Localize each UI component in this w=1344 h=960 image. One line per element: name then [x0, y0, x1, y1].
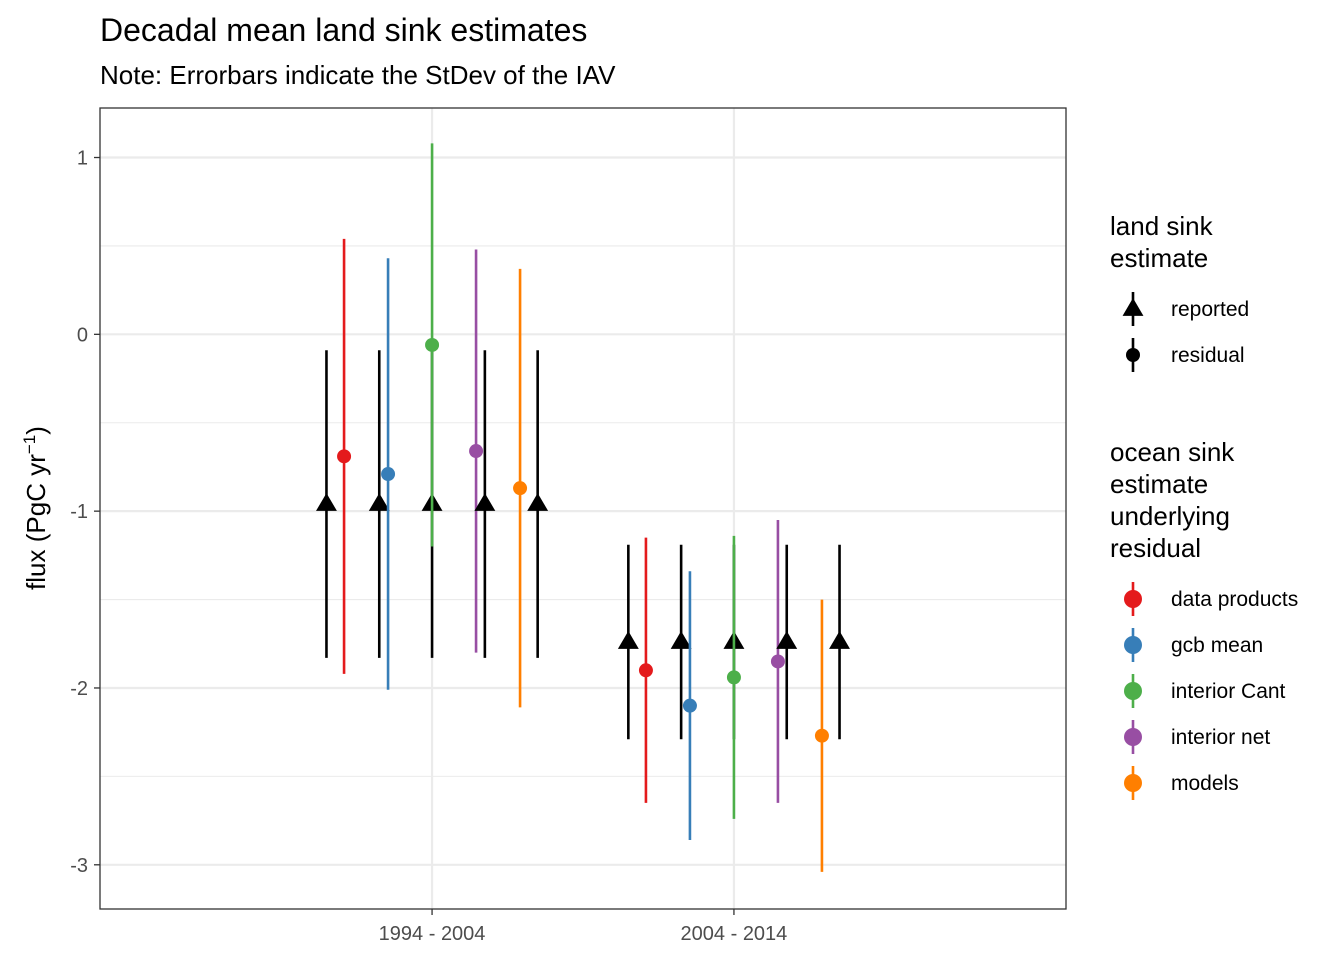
circle-marker	[469, 444, 484, 459]
circle-marker	[425, 337, 440, 352]
triangle-marker	[527, 493, 549, 511]
circle-marker	[682, 698, 697, 713]
legend-label: models	[1171, 772, 1239, 795]
triangle-marker	[1122, 298, 1144, 316]
residual-point-models	[814, 599, 829, 872]
circle-marker	[1126, 348, 1140, 362]
y-tick-label: 1	[77, 148, 88, 170]
triangle-marker	[368, 493, 390, 511]
reported-point	[617, 544, 639, 740]
legend-label: gcb mean	[1171, 634, 1263, 657]
legend-title-line: underlying	[1110, 501, 1230, 531]
triangle-marker	[670, 631, 692, 649]
y-tick-label: -3	[70, 855, 88, 877]
y-axis: 1 0 -1 -2 -3	[70, 148, 100, 877]
chart-title: Decadal mean land sink estimates	[100, 12, 587, 48]
y-tick-label: -2	[70, 678, 88, 700]
residual-point-data-products	[638, 537, 653, 803]
y-axis-label-superscript: −1	[20, 435, 39, 454]
residual-point-gcb-mean	[381, 258, 396, 690]
circle-marker	[381, 467, 396, 482]
x-tick-label: 1994 - 2004	[379, 923, 486, 945]
circle-marker	[726, 670, 741, 685]
reported-point	[829, 544, 850, 740]
reported-point	[776, 544, 798, 740]
triangle-marker	[829, 631, 850, 649]
circle-marker	[513, 481, 528, 496]
residual-point-interior-net	[469, 249, 484, 653]
y-tick-label: 0	[77, 324, 88, 346]
plot-panel	[100, 108, 1066, 909]
residual-point-interior-Cant	[726, 535, 741, 819]
legend-key-interior-net: interior net	[1124, 720, 1270, 754]
legend-key-models: models	[1124, 766, 1239, 800]
residual-point-models	[513, 268, 528, 708]
chart-subtitle: Note: Errorbars indicate the StDev of th…	[100, 60, 616, 90]
reported-point	[368, 350, 390, 658]
triangle-marker	[776, 631, 798, 649]
triangle-marker	[617, 631, 639, 649]
circle-marker	[1124, 682, 1142, 700]
legend-key-interior-Cant: interior Cant	[1124, 674, 1286, 708]
legend-label: residual	[1171, 344, 1245, 367]
legend-key-reported: reported	[1122, 292, 1249, 326]
plot-border	[99, 107, 1067, 910]
legend-label: interior Cant	[1171, 680, 1286, 703]
y-axis-label-close: )	[21, 426, 51, 435]
reported-point	[474, 350, 496, 658]
legend-title-line: estimate	[1110, 243, 1208, 273]
legend-title-line: ocean sink	[1110, 437, 1235, 467]
circle-marker	[1124, 728, 1142, 746]
reported-point	[527, 350, 549, 658]
reported-point	[316, 350, 337, 658]
legend-title-line: land sink	[1110, 211, 1214, 241]
legend-label: interior net	[1171, 726, 1270, 749]
y-axis-label-main: flux (PgC yr	[21, 454, 51, 590]
x-tick-label: 2004 - 2014	[681, 923, 788, 945]
x-axis: 1994 - 2004 2004 - 2014	[379, 909, 788, 945]
residual-point-gcb-mean	[682, 571, 697, 841]
circle-marker	[638, 663, 653, 678]
y-tick-label: -1	[70, 501, 88, 523]
circle-marker	[770, 654, 785, 669]
y-axis-label: flux (PgC yr−1)	[20, 426, 51, 590]
circle-marker	[1124, 774, 1142, 792]
legend-title-line: estimate	[1110, 469, 1208, 499]
residual-point-interior-net	[770, 519, 785, 803]
circle-marker	[814, 728, 829, 743]
legend-label: data products	[1171, 588, 1298, 611]
data-marks	[316, 143, 850, 872]
triangle-marker	[474, 493, 496, 511]
residual-point-interior-Cant	[425, 143, 440, 547]
legend-label: reported	[1171, 298, 1249, 321]
triangle-marker	[316, 493, 337, 511]
legend-key-gcb-mean: gcb mean	[1124, 628, 1263, 662]
reported-point	[670, 544, 692, 740]
circle-marker	[1124, 636, 1142, 654]
legend-title-line: residual	[1110, 533, 1201, 563]
residual-point-data-products	[337, 238, 352, 674]
legend-key-data-products: data products	[1124, 582, 1298, 616]
grid-minor	[100, 245, 1066, 777]
legend-key-residual: residual	[1126, 338, 1245, 372]
circle-marker	[337, 449, 352, 464]
circle-marker	[1124, 590, 1142, 608]
